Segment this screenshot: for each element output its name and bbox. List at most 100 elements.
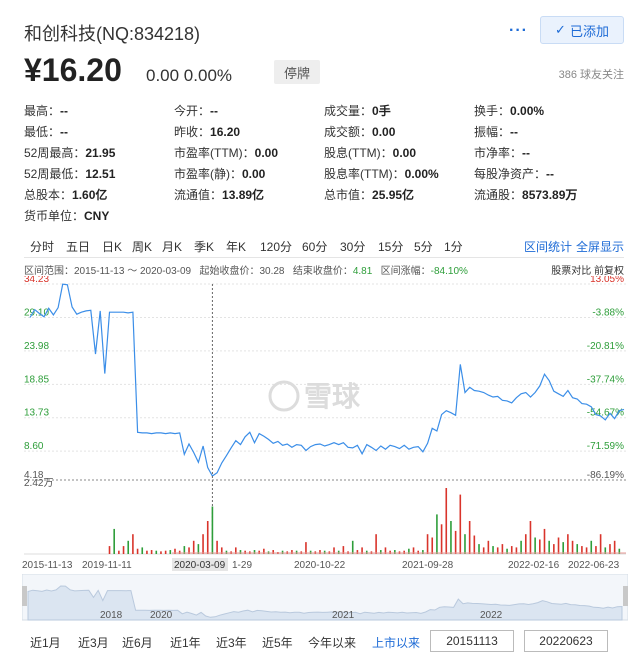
- volume-bar: [258, 550, 260, 554]
- volume-bar: [244, 550, 246, 554]
- volume-bar: [520, 540, 522, 554]
- range-navigator[interactable]: 2018 2020 2021 2022: [21, 573, 629, 624]
- compare-adjust-options[interactable]: 股票对比 前复权: [551, 266, 624, 277]
- volume-bar: [239, 550, 242, 554]
- volume-bar: [361, 547, 363, 554]
- stat-value: 12.51: [85, 167, 116, 181]
- volume-bar: [464, 534, 466, 554]
- stat-label: 52周最低：: [24, 167, 86, 181]
- stat-value: 0手: [372, 104, 391, 118]
- navigator-area: [27, 585, 623, 621]
- price-tick-label: 23.98: [24, 341, 49, 352]
- navigator-handle-left[interactable]: [22, 586, 27, 606]
- price-change: 0.00 0.00%: [146, 66, 233, 85]
- tab-period[interactable]: 年K: [226, 240, 247, 254]
- date-from-input[interactable]: 20151113: [430, 630, 514, 652]
- interval-change-value: -84.10%: [430, 266, 468, 277]
- stat-label: 市盈率(静)：: [174, 167, 242, 181]
- volume-bar: [351, 540, 354, 554]
- stat-value: --: [522, 146, 531, 160]
- volume-bar: [309, 550, 312, 554]
- tab-period[interactable]: 120分: [260, 240, 293, 254]
- navigator-handle-right[interactable]: [623, 586, 628, 606]
- stat-cell: 每股净资产：--: [474, 165, 624, 182]
- volume-bar: [403, 550, 405, 554]
- tab-period[interactable]: 15分: [378, 240, 404, 254]
- volume-bar: [127, 540, 130, 554]
- volume-bar: [375, 534, 377, 554]
- volume-bar: [169, 550, 172, 554]
- stat-value: --: [510, 125, 519, 139]
- checkmark-icon: ✓: [555, 22, 566, 37]
- range-option[interactable]: 近5年: [262, 636, 293, 650]
- range-option[interactable]: 近6月: [122, 636, 153, 650]
- interval-stats-link[interactable]: 区间统计: [523, 240, 572, 254]
- more-icon[interactable]: ···: [509, 22, 528, 39]
- price-chart-svg[interactable]: 34.23 13.05% 29.10 -3.88% 23.98 -20.81% 18.85 -…: [22, 274, 628, 572]
- volume-bar: [216, 540, 218, 554]
- added-to-watchlist-button[interactable]: ✓ 已添加: [540, 16, 624, 44]
- volume-bar: [417, 550, 420, 554]
- volume-bar: [389, 550, 391, 554]
- stat-label: 昨收：: [174, 125, 211, 139]
- stat-cell: 市盈率(TTM)：0.00: [174, 144, 324, 161]
- volume-bar: [473, 535, 476, 554]
- stat-cell: 今开：--: [174, 102, 324, 119]
- x-tick-label: 2020-10-22: [294, 560, 346, 571]
- navigator-year-label: 2018: [100, 610, 123, 621]
- tab-period[interactable]: 分时: [30, 240, 55, 254]
- tab-period[interactable]: 月K: [162, 240, 183, 254]
- pct-tick-label: -37.74%: [587, 374, 624, 385]
- stat-value: 0.00: [392, 146, 417, 160]
- tab-period[interactable]: 5分: [414, 240, 433, 254]
- navigator-year-label: 2021: [332, 610, 355, 621]
- range-option[interactable]: 近3年: [216, 636, 247, 650]
- stat-value: --: [60, 104, 69, 118]
- volume-bar: [155, 550, 158, 554]
- range-option[interactable]: 今年以来: [308, 636, 357, 650]
- navigator-svg[interactable]: 2018 2020 2021 2022: [21, 573, 629, 624]
- volume-bar: [478, 544, 480, 554]
- volume-bar: [178, 550, 181, 554]
- stat-cell: 昨收：16.20: [174, 123, 324, 140]
- fullscreen-link[interactable]: 全屏显示: [575, 240, 624, 254]
- volume-bar: [234, 547, 237, 554]
- range-option[interactable]: 近1月: [30, 636, 61, 650]
- volume-bar: [384, 547, 387, 554]
- volume-bar: [160, 551, 162, 554]
- volume-bar: [136, 548, 139, 554]
- tab-period[interactable]: 日K: [102, 240, 123, 254]
- pct-tick-label: -3.88%: [592, 307, 624, 318]
- tab-period[interactable]: 季K: [194, 240, 215, 254]
- stat-label: 成交量：: [324, 104, 373, 118]
- tab-period[interactable]: 1分: [444, 240, 463, 254]
- range-option[interactable]: 上市以来: [372, 636, 421, 650]
- crosshair-date-label: 2020-03-09: [174, 560, 226, 571]
- range-option[interactable]: 近1年: [170, 636, 201, 650]
- followers-count[interactable]: 386 球友关注: [558, 69, 624, 81]
- price-tick-label: 13.73: [24, 408, 49, 419]
- stat-label: 总股本：: [24, 188, 73, 202]
- volume-bar: [379, 550, 382, 554]
- range-option[interactable]: 近3月: [78, 636, 109, 650]
- tab-period[interactable]: 周K: [132, 240, 153, 254]
- date-to-input[interactable]: 20220623: [524, 630, 608, 652]
- price-chart[interactable]: 34.23 13.05% 29.10 -3.88% 23.98 -20.81% 18.85 -…: [22, 274, 628, 572]
- pct-tick-label: -86.19%: [587, 470, 624, 481]
- stat-label: 今开：: [174, 104, 211, 118]
- volume-bar: [113, 528, 115, 554]
- stat-cell: 52周最低：12.51: [24, 165, 174, 182]
- volume-bar: [220, 547, 223, 554]
- end-close-value: 4.81: [352, 266, 373, 277]
- tab-period[interactable]: 五日: [66, 240, 91, 254]
- tab-period[interactable]: 30分: [340, 240, 366, 254]
- volume-bar: [604, 547, 607, 554]
- volume-bar: [445, 488, 448, 554]
- volume-bar: [436, 514, 438, 554]
- volume-bar: [365, 550, 368, 554]
- tab-period[interactable]: 60分: [302, 240, 328, 254]
- volume-bar: [534, 537, 536, 554]
- volume-bar: [408, 548, 410, 554]
- volume-bar: [150, 550, 153, 554]
- volume-bar: [108, 546, 111, 554]
